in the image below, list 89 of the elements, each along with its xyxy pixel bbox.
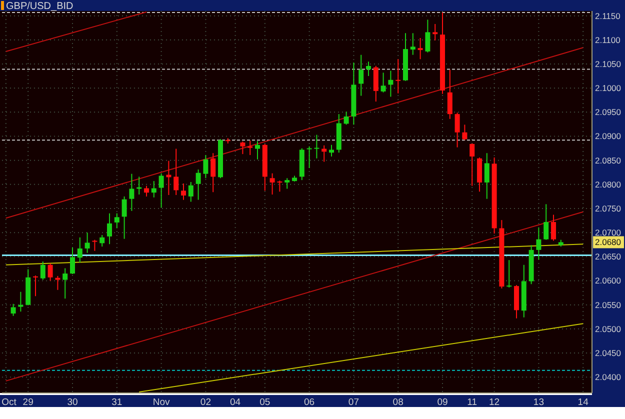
candlestick — [396, 58, 401, 94]
candlestick — [373, 65, 378, 102]
y-tick-label: 2.0400 — [595, 372, 622, 382]
x-tick-label: 29 — [22, 397, 34, 408]
x-tick-label: 09 — [437, 397, 448, 408]
x-tick-label: 05 — [260, 397, 270, 408]
candlestick — [358, 54, 364, 96]
x-tick-label: 11 — [467, 397, 478, 408]
candlestick — [462, 124, 468, 141]
candlestick — [55, 275, 60, 290]
y-tick-label: 2.0900 — [595, 131, 622, 142]
candlestick — [536, 227, 542, 260]
candlestick — [158, 172, 164, 208]
x-tick-label: Oct — [2, 397, 17, 408]
candlestick — [33, 274, 38, 297]
x-tick-label: 04 — [230, 397, 241, 408]
candlestick — [136, 176, 142, 196]
candlestick — [432, 24, 438, 41]
x-tick-label: 08 — [392, 397, 404, 408]
candlestick — [174, 148, 179, 196]
y-tick-label: 2.1150 — [595, 10, 621, 21]
candlestick — [181, 182, 186, 200]
y-tick-label: 2.0850 — [595, 155, 622, 166]
candlestick — [248, 140, 253, 156]
candlestick — [484, 152, 490, 200]
x-tick-label: Nov — [152, 397, 170, 408]
candlestick — [344, 111, 349, 126]
candlestick — [144, 185, 149, 197]
y-tick-label: 2.0800 — [595, 179, 622, 190]
candlestick — [210, 152, 216, 193]
candlestick — [122, 196, 127, 240]
y-tick-label: 2.0500 — [595, 324, 622, 334]
candlestick — [410, 32, 416, 56]
candlestick — [100, 234, 105, 248]
candlestick — [114, 212, 120, 229]
candlestick — [544, 204, 549, 240]
candlestick — [388, 70, 394, 98]
candlestick — [284, 178, 290, 190]
x-tick-label: 13 — [533, 397, 544, 408]
candlestick — [10, 303, 16, 316]
x-tick-label: 12 — [489, 397, 500, 408]
candlestick — [196, 168, 201, 200]
candlestick — [551, 214, 556, 242]
candlestick — [77, 236, 82, 263]
x-tick-label: 06 — [304, 397, 315, 408]
candlestick — [255, 140, 260, 160]
y-tick-label: 2.0650 — [595, 252, 622, 262]
candlestick — [418, 37, 423, 60]
candlestick — [188, 182, 194, 202]
y-tick-label: 2.0700 — [595, 228, 622, 238]
candlestick — [425, 19, 430, 53]
y-tick-label: 2.1050 — [595, 58, 622, 69]
candlestick — [506, 260, 512, 288]
candlestick — [470, 142, 475, 186]
x-tick-label: 31 — [112, 397, 122, 408]
x-tick-label: 07 — [348, 397, 359, 408]
candlestick — [306, 146, 312, 169]
candlestick — [314, 134, 320, 159]
candlestick — [270, 172, 275, 196]
y-tick-label: 2.0950 — [595, 107, 622, 118]
candlestick — [129, 173, 134, 212]
candlestick — [18, 291, 24, 312]
x-tick-label: 30 — [67, 397, 78, 408]
candlestick — [151, 180, 156, 198]
candlestick — [454, 112, 460, 148]
candlestick — [447, 69, 452, 120]
x-tick-label: 02 — [200, 397, 211, 408]
candlestick — [40, 260, 46, 280]
candlestick — [380, 72, 386, 93]
candlestick — [92, 239, 98, 252]
candlestick — [48, 262, 53, 282]
candlestick — [62, 268, 68, 300]
annotation: 2.0680 — [595, 237, 622, 248]
candlestick — [366, 61, 371, 77]
y-tick-label: 2.0750 — [595, 203, 622, 214]
candlestick — [84, 232, 90, 254]
candlestick — [70, 247, 75, 275]
chart-title: GBP/USD_BID — [6, 1, 74, 12]
y-tick-label: 2.0450 — [595, 348, 622, 358]
candlestick — [203, 154, 208, 179]
y-tick-label: 2.0550 — [595, 300, 622, 310]
y-tick-label: 2.1000 — [595, 83, 622, 94]
candlestick — [329, 144, 334, 157]
candlestick — [277, 180, 282, 192]
y-tick-label: 2.0600 — [595, 276, 622, 286]
candlestick — [107, 212, 112, 245]
x-tick-label: 14 — [578, 397, 588, 408]
candlestick — [240, 141, 246, 155]
y-tick-label: 2.1100 — [595, 34, 621, 45]
